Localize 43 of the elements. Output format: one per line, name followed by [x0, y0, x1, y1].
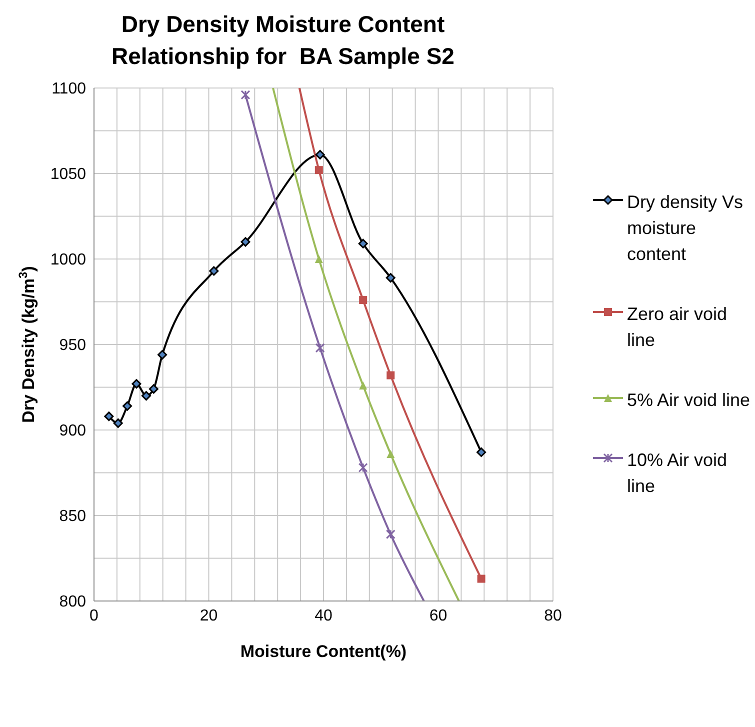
point	[122, 401, 132, 411]
x-tick-label: 80	[544, 607, 562, 624]
y-tick-label: 900	[59, 422, 86, 440]
point	[158, 350, 168, 360]
x-tick-label: 60	[429, 607, 448, 624]
line-series	[272, 88, 460, 601]
x-tick-label: 0	[90, 607, 99, 624]
point	[132, 379, 142, 389]
legend-label: 5% Air void line	[627, 388, 750, 412]
point	[240, 237, 250, 247]
point	[476, 447, 486, 457]
legend-label: 10% Air void line	[627, 448, 728, 498]
x-tick-label: 40	[314, 607, 332, 624]
y-tick-label: 800	[59, 594, 86, 611]
point	[315, 150, 325, 160]
point	[209, 266, 219, 276]
point	[315, 343, 325, 353]
point	[104, 412, 114, 422]
point	[386, 371, 395, 380]
point	[359, 296, 368, 304]
y-tick-label: 1000	[50, 252, 86, 269]
y-tick-label: 1050	[50, 166, 86, 184]
y-tick-label: 950	[59, 337, 86, 354]
point	[314, 255, 323, 263]
point	[477, 574, 486, 583]
point	[148, 384, 158, 394]
legend-label: Dry density Vs moisture content	[627, 190, 744, 266]
point	[386, 450, 395, 458]
point	[314, 166, 323, 174]
legend-label: Zero air void line	[627, 302, 728, 352]
point	[359, 382, 368, 390]
point	[358, 238, 368, 248]
point	[113, 418, 123, 428]
point	[141, 391, 151, 401]
point	[386, 273, 396, 283]
chart-title: Dry Density Moisture Content Relationship for BA Sample S2	[110, 10, 456, 71]
point	[240, 90, 250, 100]
y-tick-label: 1100	[52, 80, 86, 98]
x-tick-label: 20	[200, 607, 218, 624]
x-axis-title: Moisture Content(%)	[240, 642, 407, 661]
y-tick-label: 850	[59, 508, 86, 526]
point	[358, 462, 368, 472]
point	[386, 530, 396, 540]
